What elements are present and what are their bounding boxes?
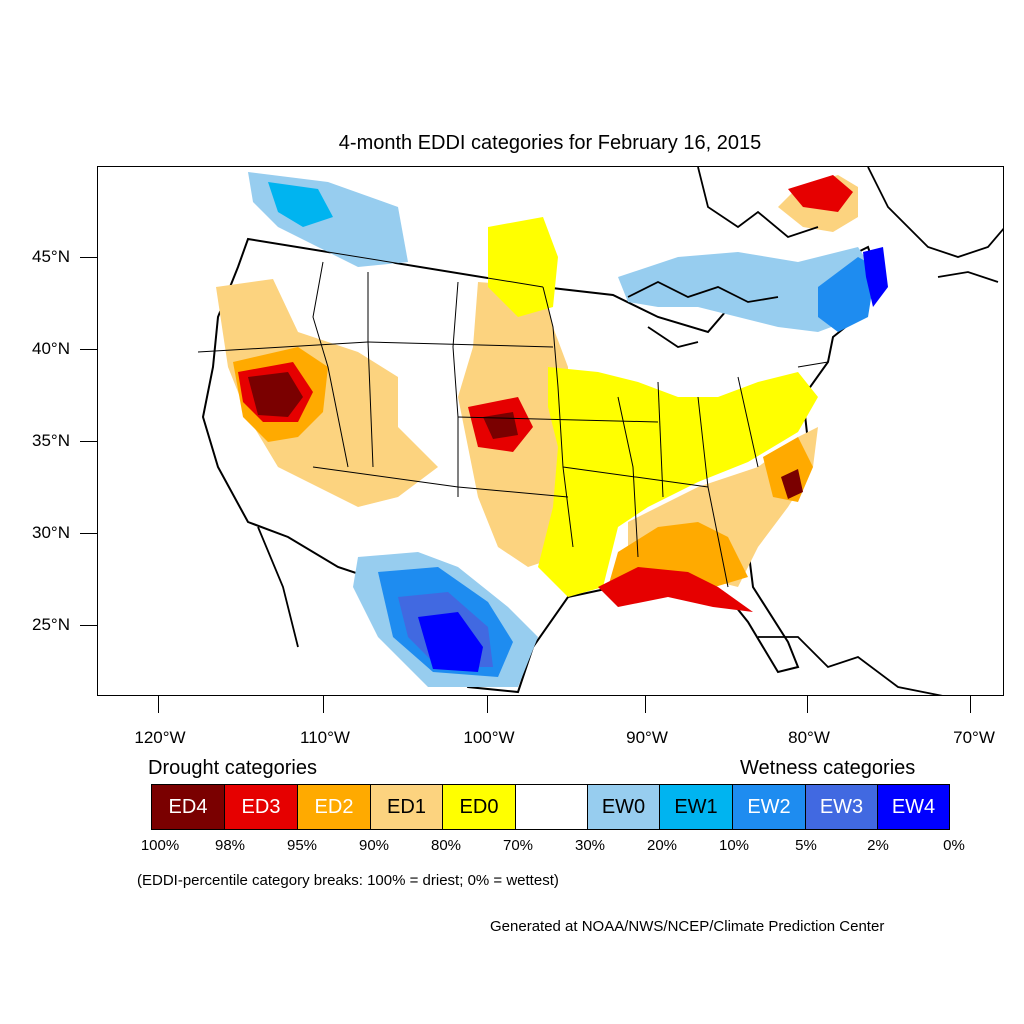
lon-label-70: 70°W [953,728,995,747]
break-label: 2% [867,837,889,854]
lat-label-35: 35°N [32,431,70,450]
legend-swatch-ed1: ED1 [370,784,443,830]
ed0-region-northplains [488,217,558,317]
break-label: 80% [430,837,462,854]
break-label: 10% [718,837,750,854]
swatch-label: EW4 [891,795,936,818]
swatch-label: ED3 [241,795,281,818]
legend-swatch-ew2: EW2 [732,784,806,830]
swatch-label: EW1 [674,795,718,818]
lat-label-30: 30°N [32,523,70,542]
category-breaks-note: (EDDI-percentile category breaks: 100% =… [137,872,559,889]
lon-tick [323,696,324,713]
legend-swatch-normal [515,784,588,830]
map-title: 4-month EDDI categories for February 16,… [338,132,762,154]
lon-tick [487,696,488,713]
lat-tick [80,625,97,626]
swatch-label: ED4 [168,795,208,818]
map-panel [97,166,1004,696]
lat-label-25: 25°N [32,615,70,634]
swatch-label: EW2 [747,795,791,818]
lon-tick [970,696,971,713]
swatch-label: EW3 [819,795,864,818]
lat-label-45: 45°N [32,247,70,266]
swatch-label: EW0 [601,795,646,818]
legend-swatch-ew1: EW1 [659,784,733,830]
ed3-region-louisiana [598,567,753,612]
credit-line: Generated at NOAA/NWS/NCEP/Climate Predi… [490,918,885,935]
lon-label-100: 100°W [463,728,515,747]
drought-heading: Drought categories [148,757,317,779]
legend-swatch-ed3: ED3 [224,784,298,830]
lon-tick [645,696,646,713]
legend-swatch-ew3: EW3 [805,784,878,830]
break-label: 5% [795,837,817,854]
eddi-map [197,167,1003,695]
legend-swatch-ed4: ED4 [151,784,225,830]
lon-label-110: 110°W [300,728,350,747]
ew4-region-newengland [863,247,888,307]
legend-swatch-ed0: ED0 [442,784,516,830]
ed0-region-midwest [538,367,818,597]
swatch-label: ED2 [314,795,354,818]
lon-tick [807,696,808,713]
lat-tick [80,257,97,258]
lat-label-40: 40°N [32,339,70,358]
lat-tick [80,349,97,350]
break-label: 20% [646,837,678,854]
ed1-region-west [216,279,438,507]
ew2-region-newengland [818,257,876,332]
state-boundaries [197,238,829,588]
wetness-heading: Wetness categories [740,757,916,779]
lon-label-80: 80°W [788,728,830,747]
break-label: 0% [943,837,965,854]
break-label: 95% [286,837,318,854]
ed3-region-maine [788,175,853,212]
break-label: 30% [574,837,606,854]
legend-swatch-ew4: EW4 [877,784,950,830]
ed4-region-carolina [781,469,803,499]
lon-label-120: 120°W [134,728,186,747]
lat-tick [80,533,97,534]
break-label: 98% [214,837,246,854]
ew0-region-greatlakes [618,247,878,332]
lat-tick [80,441,97,442]
lon-label-90: 90°W [626,728,668,747]
swatch-label: ED1 [387,795,426,818]
ew1-region-northwest [268,182,333,227]
coastlines [257,167,1003,695]
ew4-region-texas [418,612,483,672]
break-label: 90% [358,837,390,854]
legend-swatch-ew0: EW0 [587,784,660,830]
lon-tick [158,696,159,713]
swatch-label: ED0 [459,795,499,818]
legend-swatch-ed2: ED2 [297,784,371,830]
break-label: 100% [140,837,180,854]
ed4-region-nevada [248,372,303,417]
break-label: 70% [502,837,534,854]
